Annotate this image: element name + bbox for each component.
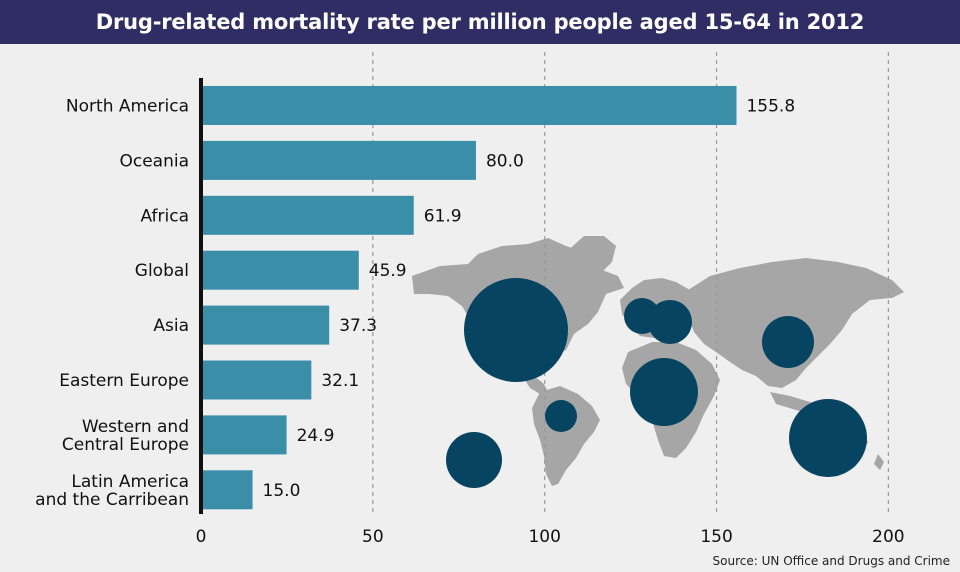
bar-labels: 155.8 North America 80.0 Oceania 61.9 Africa 4…: [35, 97, 795, 510]
bubble-asia: [762, 316, 814, 368]
bubble-north-america: [464, 278, 568, 382]
category-label-4: Global: [135, 261, 189, 281]
bubble-south-america: [545, 400, 577, 432]
category-label-6: Eastern Europe: [59, 371, 189, 391]
source-note: Source: UN Office and Drugs and Crime: [712, 554, 950, 568]
category-label-7: Western and Central Europe: [62, 417, 189, 455]
category-label-line: Central Europe: [62, 435, 189, 455]
tick-label-100: 100: [528, 527, 560, 547]
tick-label-50: 50: [362, 527, 384, 547]
category-label-line: Latin America: [71, 472, 189, 492]
category-label-line: Western and: [82, 417, 189, 437]
region-bubbles: [446, 278, 867, 488]
category-label-line: and the Carribean: [35, 490, 189, 510]
map-greenland: [566, 236, 616, 282]
category-label-8: Latin America and the Carribean: [35, 472, 189, 510]
bubble-eastern-europe: [648, 300, 692, 344]
value-label-3: 61.9: [424, 206, 462, 226]
bars: [201, 86, 737, 510]
chart-title: Drug-related mortality rate per million …: [0, 0, 960, 44]
bubble-latin-america: [446, 432, 502, 488]
x-axis-ticks: 0 50 100 150 200: [196, 527, 905, 547]
bar-2: [201, 140, 476, 180]
category-label-2: Oceania: [119, 151, 189, 171]
tick-label-0: 0: [196, 527, 207, 547]
value-label-1: 155.8: [746, 97, 795, 117]
map-new-zealand: [874, 454, 884, 470]
bubble-oceania: [789, 399, 867, 477]
value-label-4: 45.9: [369, 261, 407, 281]
bubble-africa: [630, 358, 698, 426]
tick-label-200: 200: [872, 527, 904, 547]
value-label-5: 37.3: [339, 316, 377, 336]
category-label-1: North America: [66, 97, 189, 117]
bar-4: [201, 250, 359, 290]
tick-label-150: 150: [700, 527, 732, 547]
category-label-5: Asia: [153, 316, 189, 336]
value-label-7: 24.9: [297, 426, 335, 446]
value-label-2: 80.0: [486, 151, 524, 171]
bar-8: [201, 470, 253, 510]
value-label-6: 32.1: [321, 371, 359, 391]
bar-7: [201, 415, 287, 455]
bar-1: [201, 86, 737, 125]
bar-5: [201, 305, 330, 345]
bar-6: [201, 360, 312, 400]
value-label-8: 15.0: [263, 481, 301, 501]
bar-3: [201, 195, 414, 235]
category-label-3: Africa: [141, 206, 190, 226]
